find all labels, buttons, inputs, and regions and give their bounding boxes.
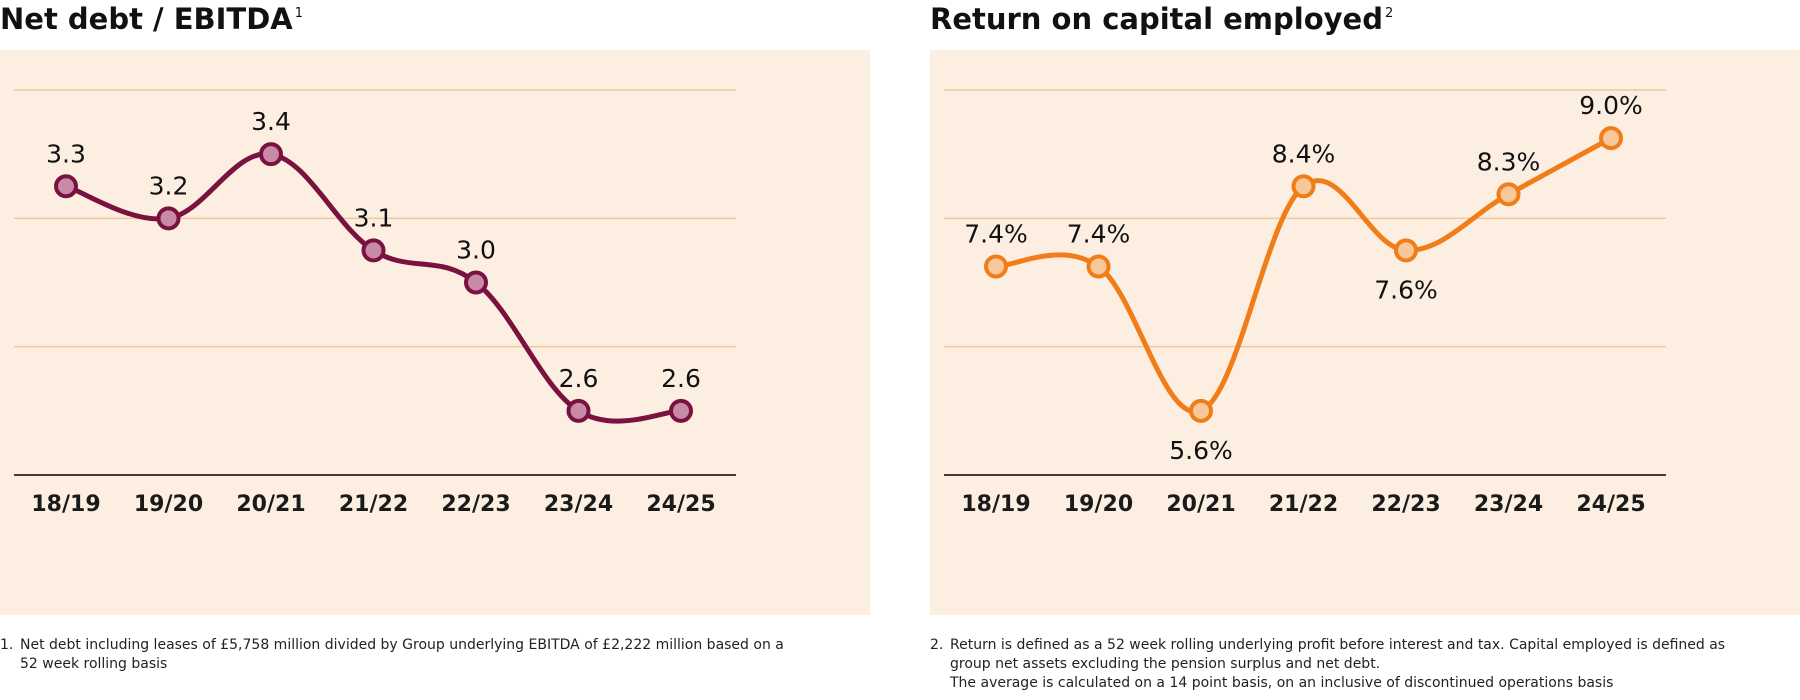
right-data-label: 5.6% <box>1169 436 1233 465</box>
left-x-tick-label: 23/24 <box>544 492 613 517</box>
right-x-tick-label: 18/19 <box>961 492 1030 517</box>
right-x-tick-label: 23/24 <box>1474 492 1543 517</box>
left-footnote-number: 1. <box>0 637 14 653</box>
left-data-point <box>54 174 78 199</box>
right-footnote: 2. Return is defined as a 52 week rollin… <box>930 636 1725 693</box>
right-data-point <box>1086 254 1111 279</box>
right-footnote-line: group net assets excluding the pension s… <box>950 656 1381 672</box>
right-chart-title-text: Return on capital employed <box>930 2 1383 36</box>
right-data-point <box>1599 126 1623 151</box>
right-chart-svg: 7.4% 7.4% 5.6% 8.4% 7.6% 8.3% 9.0% 18/19 19/20 20… <box>930 50 1800 615</box>
left-data-point <box>566 398 591 423</box>
left-footnote: 1. Net debt including leases of £5,758 m… <box>0 636 784 674</box>
right-series-line <box>993 135 1614 415</box>
right-x-tick-label: 24/25 <box>1576 492 1645 517</box>
left-x-tick-label: 20/21 <box>236 492 305 517</box>
left-data-label: 2.6 <box>661 364 701 393</box>
right-chart-title-note: 2 <box>1384 6 1394 21</box>
left-x-tick-label: 18/19 <box>31 492 100 517</box>
right-data-label: 8.4% <box>1272 139 1336 168</box>
left-data-label: 3.1 <box>354 203 394 232</box>
right-data-label: 7.4% <box>964 219 1028 248</box>
right-x-tick-label: 21/22 <box>1269 492 1338 517</box>
left-data-label: 3.0 <box>456 236 496 265</box>
left-footnote-line: Net debt including leases of £5,758 mill… <box>20 637 784 653</box>
left-data-label: 3.2 <box>149 171 189 200</box>
right-data-point <box>1291 174 1316 199</box>
left-data-point <box>259 142 283 167</box>
right-data-point <box>984 254 1008 279</box>
left-data-label: 3.4 <box>251 107 291 136</box>
left-chart-title: Net debt / EBITDA 1 <box>0 2 303 36</box>
left-data-label: 2.6 <box>559 364 599 393</box>
left-footnote-line: 52 week rolling basis <box>20 656 168 672</box>
right-x-tick-label: 19/20 <box>1064 492 1133 517</box>
left-x-tick-label: 19/20 <box>134 492 203 517</box>
left-data-point <box>156 206 181 231</box>
left-x-tick-label: 24/25 <box>646 492 715 517</box>
left-chart-svg: 3.3 3.2 3.4 3.1 3.0 2.6 2.6 18/19 19/20 20/21 21/2… <box>0 50 870 615</box>
left-chart-title-note: 1 <box>294 6 304 21</box>
right-chart-title: Return on capital employed 2 <box>930 2 1393 36</box>
right-data-label: 8.3% <box>1477 147 1541 176</box>
right-data-point <box>1394 238 1418 263</box>
left-data-point <box>361 238 386 263</box>
left-chart-title-text: Net debt / EBITDA <box>0 2 293 36</box>
right-plot-background <box>930 50 1800 615</box>
right-data-point <box>1496 182 1521 207</box>
right-data-label: 9.0% <box>1579 91 1643 120</box>
left-plot-background <box>0 50 870 615</box>
left-data-point <box>464 270 488 295</box>
left-x-tick-label: 22/23 <box>441 492 510 517</box>
right-x-tick-label: 20/21 <box>1166 492 1235 517</box>
right-footnote-line: Return is defined as a 52 week rolling u… <box>950 637 1726 653</box>
left-x-tick-label: 21/22 <box>339 492 408 517</box>
left-data-label: 3.3 <box>46 139 86 168</box>
right-footnote-number: 2. <box>930 637 944 653</box>
right-data-label: 7.4% <box>1067 219 1131 248</box>
left-data-point <box>669 398 693 423</box>
right-footnote-line: The average is calculated on a 14 point … <box>950 675 1614 691</box>
right-data-label: 7.6% <box>1374 275 1438 304</box>
right-chart: 7.4% 7.4% 5.6% 8.4% 7.6% 8.3% 9.0% 18/19 19/20 20… <box>930 50 1800 615</box>
left-chart: 3.3 3.2 3.4 3.1 3.0 2.6 2.6 18/19 19/20 20/21 21/2… <box>0 50 870 615</box>
right-data-point <box>1189 398 1213 423</box>
right-x-tick-label: 22/23 <box>1371 492 1440 517</box>
